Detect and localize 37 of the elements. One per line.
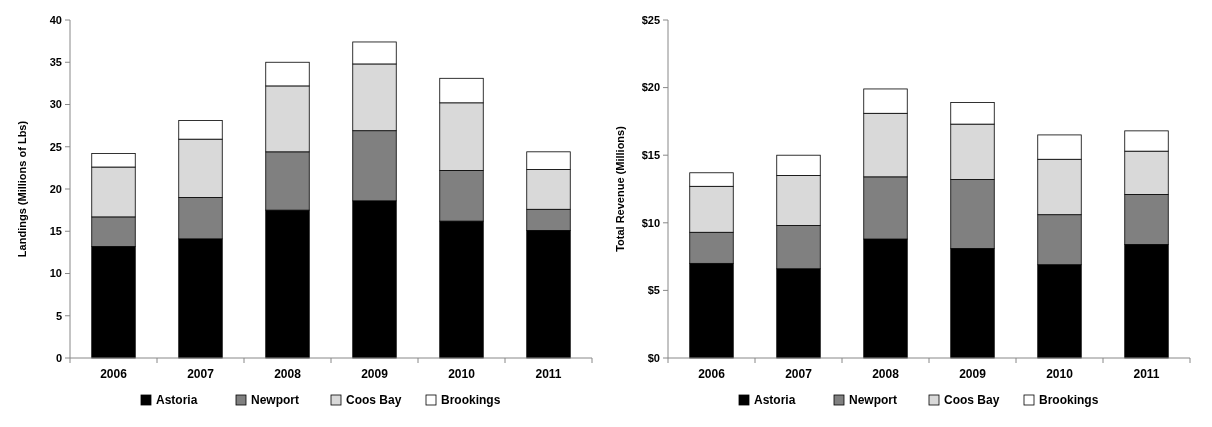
y-tick-label: $5 <box>647 284 660 297</box>
x-tick-label: 2007 <box>187 367 215 381</box>
y-tick-label: $25 <box>641 13 660 26</box>
x-tick-label: 2010 <box>1046 367 1074 381</box>
legend-label: Coos Bay <box>944 393 1000 407</box>
x-tick-label: 2009 <box>959 367 987 381</box>
y-tick-label: $15 <box>641 149 660 162</box>
x-tick-label: 2008 <box>274 367 302 381</box>
y-tick-label: 10 <box>49 267 62 280</box>
x-tick-label: 2008 <box>872 367 900 381</box>
legend-label: Astoria <box>156 393 198 407</box>
y-tick-label: 25 <box>49 140 62 153</box>
x-tick-label: 2006 <box>698 367 726 381</box>
legend-label: Coos Bay <box>346 393 402 407</box>
y-axis-title: Landings (Millions of Lbs) <box>16 120 28 258</box>
x-tick-label: 2006 <box>100 367 128 381</box>
x-tick-label: 2009 <box>361 367 389 381</box>
legend-label: Astoria <box>754 393 796 407</box>
legend-label: Newport <box>849 393 897 407</box>
legend-label: Brookings <box>441 393 501 407</box>
y-tick-label: 0 <box>55 351 62 364</box>
y-tick-label: 35 <box>49 56 62 69</box>
y-tick-label: 20 <box>49 182 62 195</box>
x-tick-label: 2010 <box>448 367 476 381</box>
y-tick-label: 40 <box>49 13 62 26</box>
y-tick-label: 15 <box>49 225 62 238</box>
y-tick-label: 5 <box>55 309 62 322</box>
legend-label: Brookings <box>1039 393 1099 407</box>
y-tick-label: $10 <box>641 216 660 229</box>
y-axis-title: Total Revenue (Millions) <box>614 125 626 252</box>
y-tick-label: $20 <box>641 81 660 94</box>
y-tick-label: 30 <box>49 98 62 111</box>
legend-label: Newport <box>251 393 299 407</box>
x-tick-label: 2007 <box>785 367 813 381</box>
x-tick-label: 2011 <box>535 367 562 381</box>
x-tick-label: 2011 <box>1133 367 1160 381</box>
y-tick-label: $0 <box>647 351 660 364</box>
